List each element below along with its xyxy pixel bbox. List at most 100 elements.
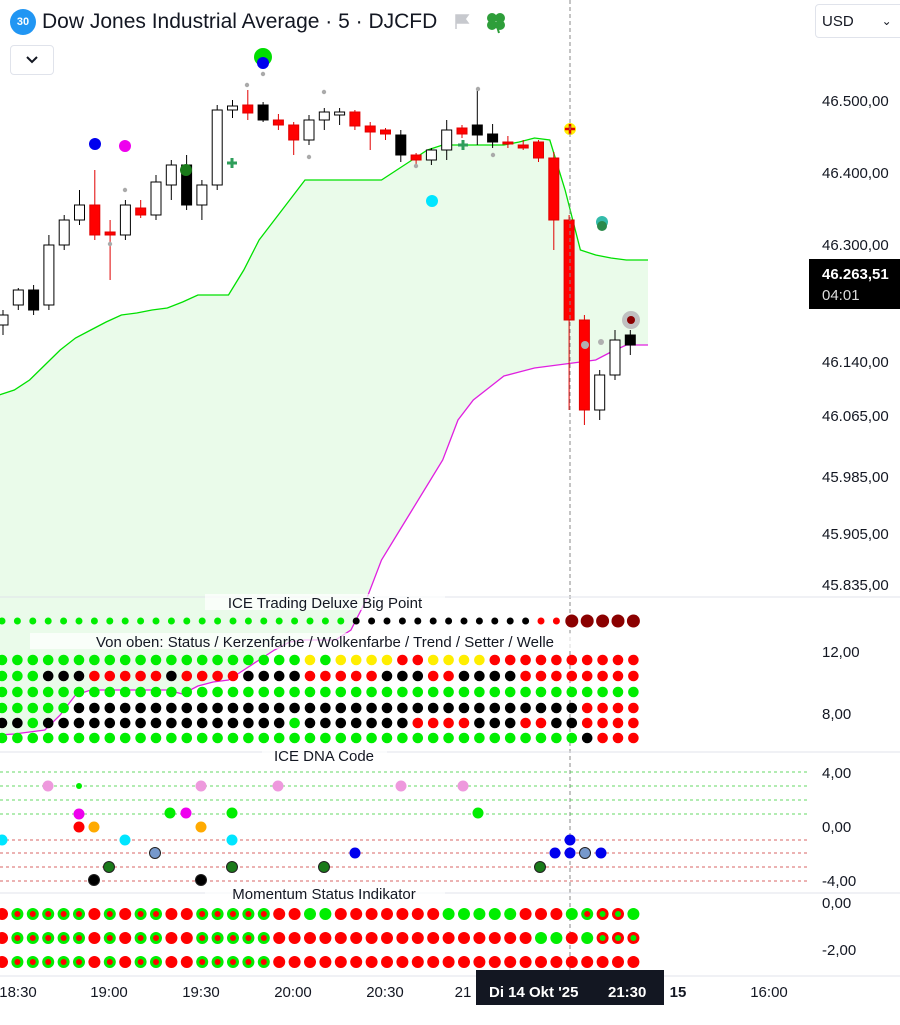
time-tick: 19:00 — [90, 984, 128, 1001]
status-dot — [458, 717, 470, 729]
momentum-inner-dot — [153, 959, 159, 965]
momentum-inner-dot — [14, 959, 21, 965]
candle[interactable] — [349, 111, 361, 127]
momentum-dot — [304, 932, 316, 944]
dna-dot — [564, 847, 576, 859]
candle[interactable] — [441, 129, 453, 151]
momentum-inner-dot — [76, 935, 82, 941]
candle[interactable] — [364, 125, 376, 133]
dna-dot — [534, 861, 546, 873]
status-dot — [243, 732, 254, 744]
big-point-dot — [75, 617, 83, 625]
candle[interactable] — [288, 124, 300, 141]
candle[interactable] — [28, 289, 40, 311]
candle[interactable] — [12, 289, 24, 306]
dna-dot — [272, 780, 284, 792]
chevron-down-icon: ⌄ — [881, 14, 892, 28]
status-dot — [243, 702, 254, 714]
candle[interactable] — [517, 144, 529, 149]
currency-select[interactable]: USD ⌄ — [815, 4, 900, 38]
momentum-dot — [334, 908, 347, 920]
flag-icon[interactable] — [453, 13, 471, 31]
big-point-dot — [445, 617, 453, 625]
candle[interactable] — [380, 129, 391, 135]
status-dot — [612, 670, 624, 682]
status-dot — [42, 717, 54, 729]
candle[interactable] — [196, 184, 208, 206]
momentum-dot — [319, 932, 332, 944]
candle[interactable] — [0, 314, 9, 326]
symbol-header[interactable]: 30 Dow Jones Industrial Average · 5 · DJ… — [10, 7, 509, 37]
collapse-legend-button[interactable] — [10, 45, 54, 75]
status-dot — [320, 686, 331, 698]
status-dot — [196, 732, 208, 744]
candle[interactable] — [165, 164, 177, 186]
candle[interactable] — [135, 207, 147, 216]
momentum-dot — [0, 956, 8, 968]
momentum-dot — [365, 908, 378, 920]
candle[interactable] — [578, 319, 590, 411]
green-signal-dot — [597, 221, 607, 231]
status-dot — [104, 654, 116, 666]
candle[interactable] — [58, 219, 70, 246]
candle[interactable] — [456, 127, 468, 135]
candle[interactable] — [257, 104, 269, 121]
candle[interactable] — [502, 141, 514, 145]
candle[interactable] — [624, 334, 636, 346]
candle[interactable] — [89, 204, 101, 236]
big-point-dot — [291, 617, 299, 625]
status-dot — [366, 670, 377, 682]
status-dot — [258, 717, 270, 729]
status-dot — [304, 732, 316, 744]
momentum-inner-dot — [29, 935, 36, 941]
status-dot — [212, 670, 223, 682]
candle[interactable] — [150, 181, 162, 216]
status-dot — [551, 717, 562, 729]
candle[interactable] — [425, 149, 437, 161]
candle[interactable] — [227, 105, 238, 111]
status-dot — [551, 686, 562, 698]
status-dot — [520, 702, 531, 714]
status-dot — [150, 717, 162, 729]
candle[interactable] — [334, 111, 346, 116]
momentum-inner-dot — [245, 959, 252, 965]
indicator-tick: 4,00 — [822, 765, 851, 782]
candle[interactable] — [487, 133, 499, 143]
big-point-dot — [522, 617, 530, 625]
status-dot — [12, 686, 23, 698]
momentum-dot — [88, 908, 101, 920]
big-point-dot — [244, 617, 252, 625]
candle[interactable] — [563, 219, 575, 321]
candle[interactable] — [211, 109, 223, 186]
candle[interactable] — [395, 134, 407, 156]
candle[interactable] — [318, 111, 330, 121]
status-dot — [135, 686, 146, 698]
momentum-dot — [180, 908, 193, 920]
candle[interactable] — [303, 119, 315, 141]
status-dot — [381, 702, 393, 714]
candle[interactable] — [533, 141, 544, 159]
status-dot — [366, 686, 377, 698]
crosshair-time-label-bg — [476, 970, 664, 1005]
status-dot — [181, 654, 193, 666]
candle[interactable] — [471, 124, 483, 136]
candle[interactable] — [548, 157, 560, 221]
symbol-title[interactable]: Dow Jones Industrial Average · 5 · DJCFD — [42, 10, 438, 33]
candle[interactable] — [609, 339, 621, 376]
candle[interactable] — [410, 154, 422, 161]
candle[interactable] — [119, 204, 131, 236]
candle[interactable] — [43, 244, 55, 306]
clover-icon[interactable] — [483, 9, 509, 35]
candle[interactable] — [104, 231, 116, 236]
candle[interactable] — [74, 204, 85, 221]
candle[interactable] — [242, 104, 254, 114]
status-dot — [0, 732, 8, 744]
candle[interactable] — [272, 119, 284, 126]
momentum-inner-dot — [106, 959, 113, 965]
momentum-inner-dot — [199, 911, 206, 917]
big-point-dot — [337, 617, 345, 625]
candle[interactable] — [594, 374, 606, 411]
status-dot — [73, 670, 85, 682]
